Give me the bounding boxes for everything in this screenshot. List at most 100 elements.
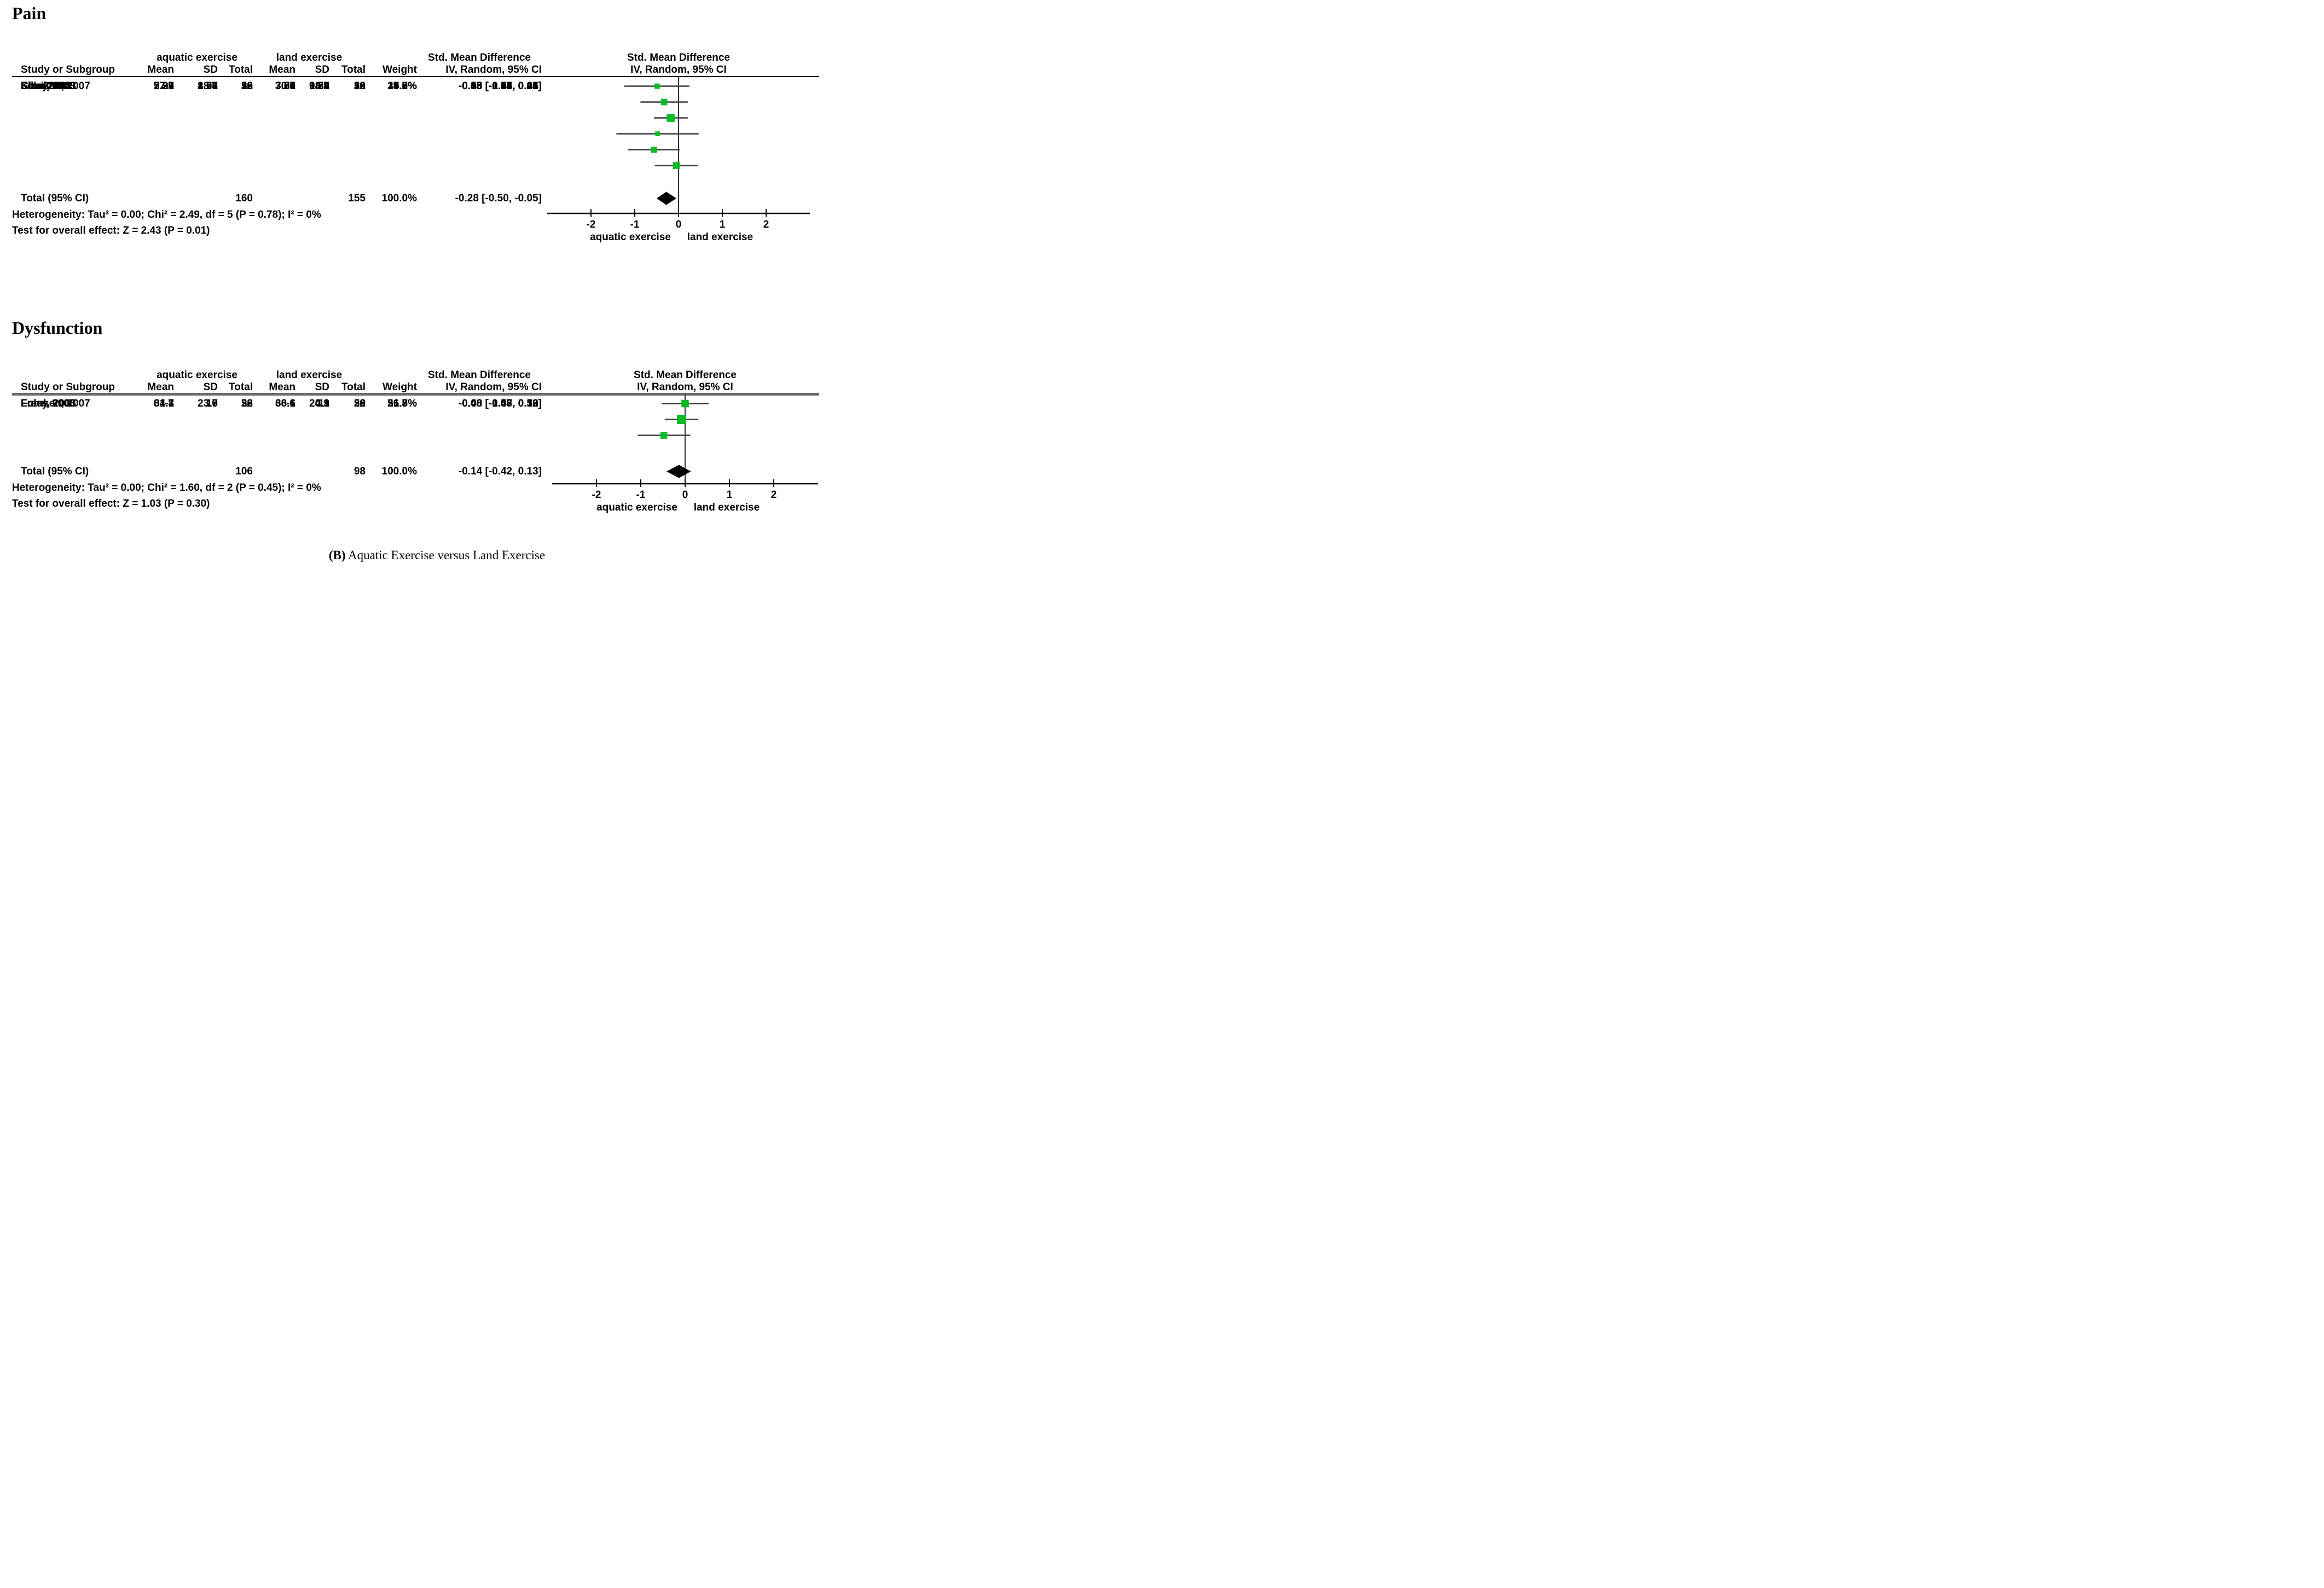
total-label: Total (95% CI): [21, 466, 89, 477]
axis-tick-label: 2: [771, 489, 777, 501]
land-total: 52: [353, 80, 366, 92]
aquatic-grand-total: 106: [235, 466, 253, 477]
summary-diamond: [657, 192, 676, 205]
land-total: 26: [353, 80, 366, 92]
spacer: [295, 190, 329, 206]
land-total: 52: [353, 398, 366, 409]
table-row: Silva 2008 7.36 8.66 32 7.81 9.22 32 20.…: [0, 78, 563, 94]
total-row: Total (95% CI) 160 155 100.0% -0.28 [-0.…: [0, 190, 563, 206]
heterogeneity-note: Heterogeneity: Tau² = 0.00; Chi² = 1.60,…: [12, 482, 321, 494]
axis-tick-label: -1: [636, 489, 646, 501]
aquatic-group-header: aquatic exercise: [157, 369, 237, 381]
ci-text: -0.48 [-1.42, 0.46]: [458, 80, 542, 92]
land-mean: 3.01: [275, 80, 295, 92]
forest-plot-canvas-dysfunction: -2 -1 0 1 2 aquatic exercise land exercise: [552, 393, 818, 513]
weight-value: 33.5%: [387, 80, 417, 92]
spacer: [253, 463, 295, 479]
total-weight: 100.0%: [381, 193, 417, 204]
method-header: IV, Random, 95% CI: [445, 64, 542, 76]
land-sd: 11: [318, 398, 329, 409]
effect-square: [667, 114, 675, 122]
table-row: Lund, 2008 57.9 3 26 60 4.4 20 14.0% -0.…: [0, 78, 563, 94]
ci-text: -0.49 [-1.24, 0.25]: [458, 80, 542, 92]
spacer: [174, 463, 218, 479]
land-sd: 0.32: [309, 80, 329, 92]
plot-method-header: IV, Random, 95% CI: [630, 64, 727, 76]
aquatic-mean: -1: [165, 80, 174, 92]
aquatic-mean-header: Mean: [147, 381, 174, 393]
aquatic-total: 32: [241, 80, 253, 92]
study-label: Lund, 2008: [21, 398, 76, 409]
study-label: Fransen, 2007: [21, 398, 90, 409]
aquatic-mean: 27.3: [154, 80, 174, 92]
total-ci-text: -0.14 [-0.42, 0.13]: [458, 466, 542, 477]
overall-effect-note: Test for overall effect: Z = 2.43 (P = 0…: [12, 225, 210, 236]
table-row: Foley, 2003 -1 3 28 0 3 26 17.2% -0.33 […: [0, 78, 563, 94]
effect-square: [673, 162, 680, 169]
aquatic-total-header: Total: [229, 381, 253, 393]
ci-text: 0.00 [-0.53, 0.53]: [462, 398, 542, 409]
spacer: [21, 369, 141, 381]
land-mean: 7.81: [275, 80, 295, 92]
aquatic-mean-header: Mean: [147, 64, 174, 76]
spacer: [174, 190, 218, 206]
land-total: 16: [353, 80, 366, 92]
axis-tick-label: 2: [763, 219, 769, 230]
axis-tick-label: 1: [727, 489, 733, 501]
axis-tick-label: 0: [682, 489, 688, 501]
spacer: [141, 190, 174, 206]
land-sd-header: SD: [315, 381, 329, 393]
effect-square: [660, 98, 668, 106]
land-grand-total: 155: [348, 193, 366, 204]
study-header: Study or Subgroup: [21, 381, 115, 393]
aquatic-total: 52: [241, 398, 253, 409]
aquatic-total: 26: [241, 398, 253, 409]
aquatic-sd-header: SD: [203, 64, 218, 76]
study-label: Choi 2010: [21, 80, 70, 92]
aquatic-group-header: aquatic exercise: [157, 52, 237, 63]
header-rule: [12, 76, 819, 80]
study-header: Study or Subgroup: [21, 64, 115, 76]
total-row: Total (95% CI) 106 98 100.0% -0.14 [-0.4…: [0, 463, 563, 479]
aquatic-total: 28: [241, 398, 253, 409]
spacer: [366, 369, 417, 381]
land-total: 20: [353, 398, 366, 409]
spacer: [366, 52, 417, 64]
aquatic-sd: 3: [212, 80, 218, 92]
smd-column-header: Std. Mean Difference: [428, 369, 531, 381]
study-label: Kim 2009: [21, 80, 67, 92]
weight-value: 51.5%: [387, 398, 417, 409]
effect-square: [655, 131, 660, 136]
weight-value: 21.8%: [387, 398, 417, 409]
axis-tick-label: -2: [592, 489, 601, 501]
effect-square: [676, 414, 687, 425]
ci-text: -0.05 [-0.54, 0.44]: [458, 80, 542, 92]
land-total-header: Total: [341, 64, 366, 76]
aquatic-grand-total: 160: [235, 193, 253, 204]
land-mean: 36.6: [275, 398, 295, 409]
land-sd: 1.57: [309, 80, 329, 92]
aquatic-total: 28: [241, 80, 253, 92]
aquatic-total-header: Total: [229, 64, 253, 76]
weight-header: Weight: [382, 381, 417, 393]
aquatic-sd: 3: [212, 80, 218, 92]
land-group-header: land exercise: [276, 52, 343, 63]
figure-root: Pain aquatic exercise land exercise Std.…: [0, 0, 848, 579]
method-header: IV, Random, 95% CI: [445, 381, 542, 393]
table-row: Choi 2010 2.92 1.71 13 3.75 1.57 16 9.0%…: [0, 78, 563, 94]
aquatic-sd: 8.66: [198, 80, 218, 92]
spacer: [253, 190, 295, 206]
aquatic-mean: 34.8: [154, 398, 174, 409]
land-mean: 60: [283, 80, 295, 92]
smd-column-header: Std. Mean Difference: [428, 52, 531, 63]
land-sd: 9.22: [309, 80, 329, 92]
land-total: 20: [353, 80, 366, 92]
ci-text: -0.08 [-0.46, 0.30]: [458, 398, 542, 409]
total-label: Total (95% CI): [21, 193, 89, 204]
land-mean: -1: [286, 398, 295, 409]
dysfunction-section-title: Dysfunction: [12, 318, 103, 338]
land-mean: 63.6: [275, 398, 295, 409]
aquatic-mean: 7.36: [154, 80, 174, 92]
axis-tick-label: -2: [587, 219, 596, 230]
aquatic-sd: 1.71: [198, 80, 218, 92]
